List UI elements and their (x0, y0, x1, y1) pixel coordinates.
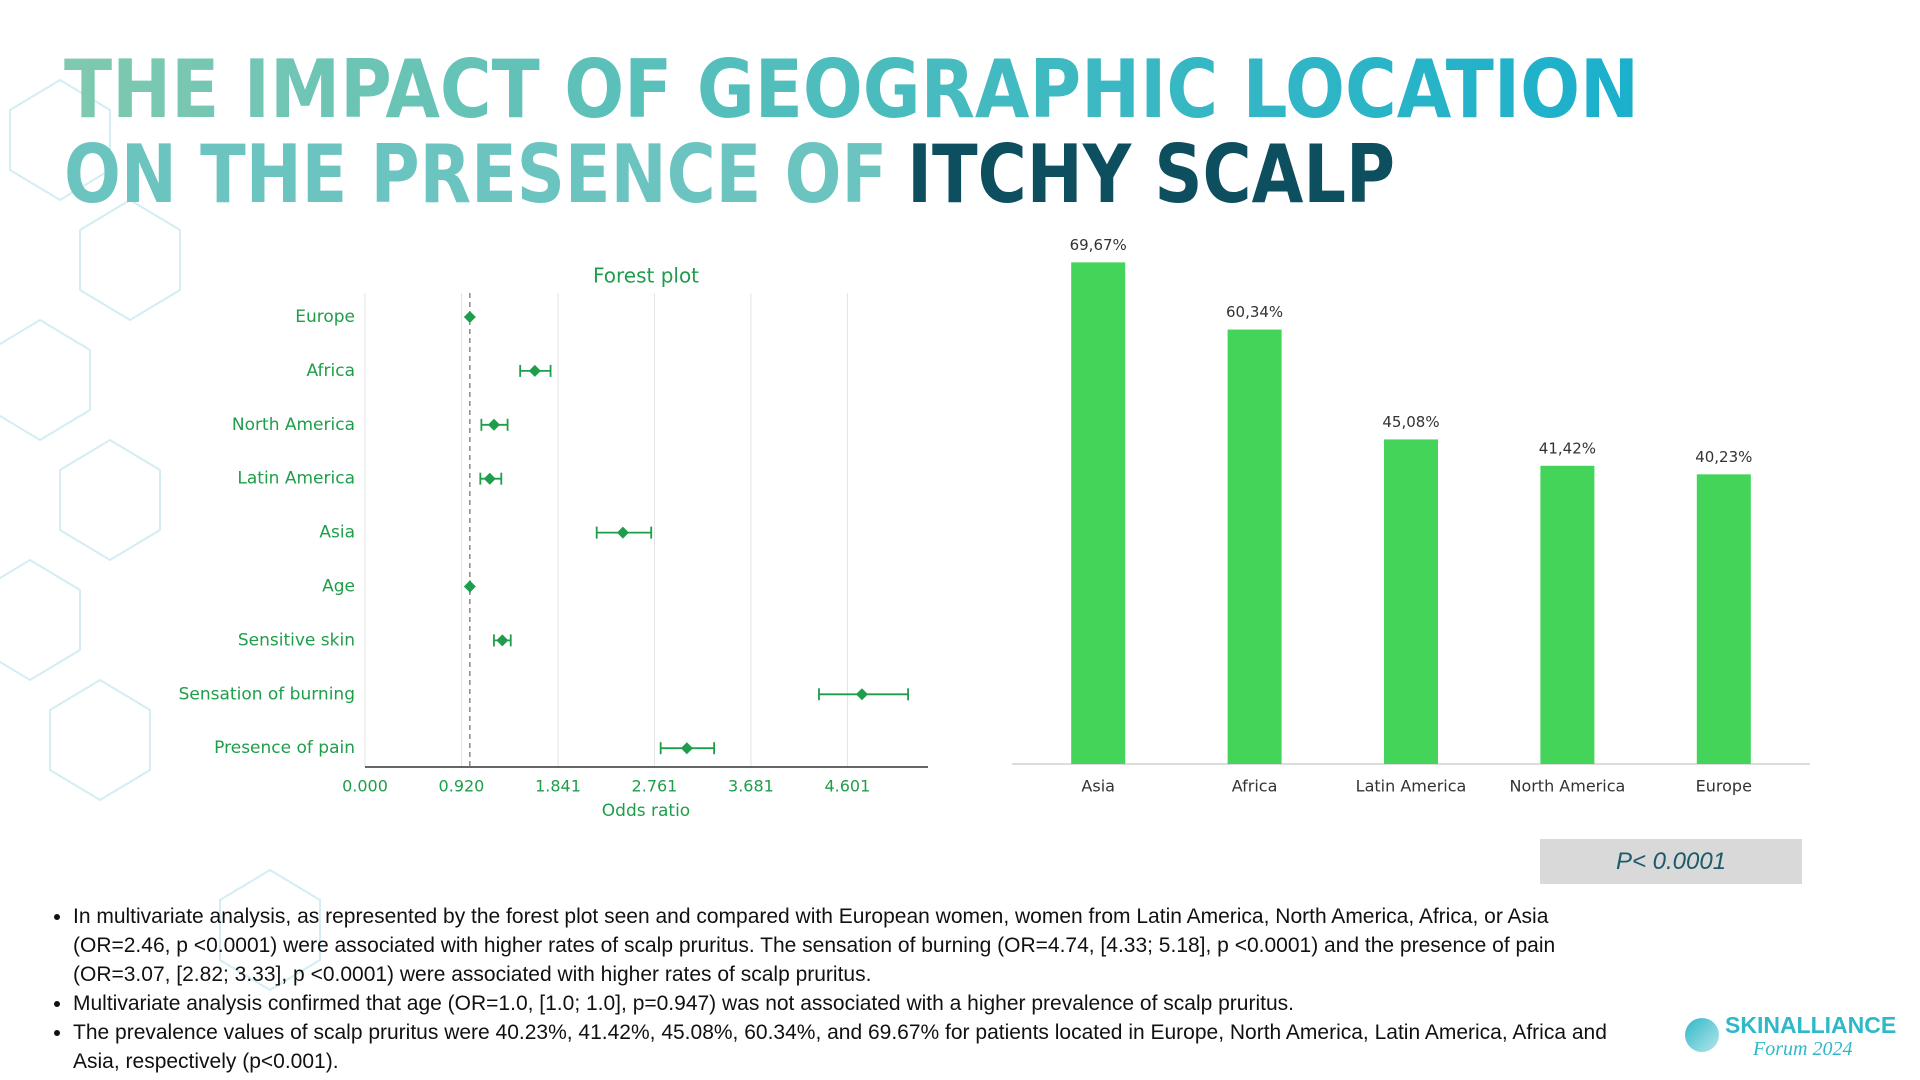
bar (1696, 474, 1751, 764)
y-tick-label: Africa (307, 361, 356, 381)
bar (1540, 465, 1595, 764)
logo-name: SKINALLIANCE (1725, 1012, 1897, 1038)
point (855, 688, 868, 701)
y-tick-label: Presence of pain (214, 738, 355, 758)
bar (1227, 329, 1282, 764)
title-line-2: ON THE PRESENCE OFITCHY SCALP (64, 128, 1395, 221)
x-tick-label: 0.000 (342, 777, 388, 796)
x-axis-label: Odds ratio (602, 801, 690, 821)
point (616, 526, 629, 539)
x-tick-label: Africa (1232, 777, 1278, 796)
point (528, 364, 541, 377)
hexagon-decoration (0, 78, 321, 992)
x-tick-label: 0.920 (439, 777, 485, 796)
x-tick-label: Latin America (1356, 777, 1467, 796)
x-tick-label: Europe (1696, 777, 1752, 796)
bullet: The prevalence values of scalp pruritus … (73, 1018, 1633, 1076)
y-tick-label: Asia (319, 523, 355, 543)
title-line-1: THE IMPACT OF GEOGRAPHIC LOCATION (64, 43, 1639, 136)
title-part: ON THE PRESENCE OF (64, 128, 887, 221)
x-tick-label: 1.841 (535, 777, 581, 796)
p-value-box: P< 0.0001 (1540, 839, 1802, 884)
value-label: 45,08% (1382, 413, 1439, 431)
logo-icon (1685, 1018, 1719, 1052)
value-label: 69,67% (1070, 236, 1127, 254)
y-tick-label: Sensation of burning (179, 684, 355, 704)
bullet: In multivariate analysis, as represented… (73, 902, 1633, 989)
x-tick-label: Asia (1081, 777, 1115, 796)
y-tick-label: North America (232, 415, 355, 435)
point (463, 580, 476, 593)
chart-title: Forest plot (593, 264, 699, 288)
x-tick-label: 3.681 (728, 777, 774, 796)
point (496, 634, 509, 647)
point (483, 472, 496, 485)
title-highlight: ITCHY SCALP (907, 128, 1395, 221)
value-label: 41,42% (1539, 439, 1596, 457)
value-label: 40,23% (1695, 448, 1752, 466)
y-tick-label: Latin America (237, 469, 355, 489)
point (680, 742, 693, 755)
bullet: Multivariate analysis confirmed that age… (73, 989, 1633, 1018)
bullet-list: In multivariate analysis, as represented… (45, 902, 1633, 1076)
bar (1071, 262, 1126, 764)
x-tick-label: 4.601 (824, 777, 870, 796)
y-tick-label: Sensitive skin (238, 630, 355, 650)
logo-subtitle: Forum 2024 (1753, 1038, 1853, 1060)
value-label: 60,34% (1226, 303, 1283, 321)
point (487, 418, 500, 431)
y-tick-label: Age (322, 577, 355, 597)
x-tick-label: 2.761 (632, 777, 678, 796)
bar (1384, 439, 1438, 764)
y-tick-label: Europe (295, 307, 355, 327)
point (463, 311, 476, 323)
x-tick-label: North America (1509, 777, 1625, 796)
